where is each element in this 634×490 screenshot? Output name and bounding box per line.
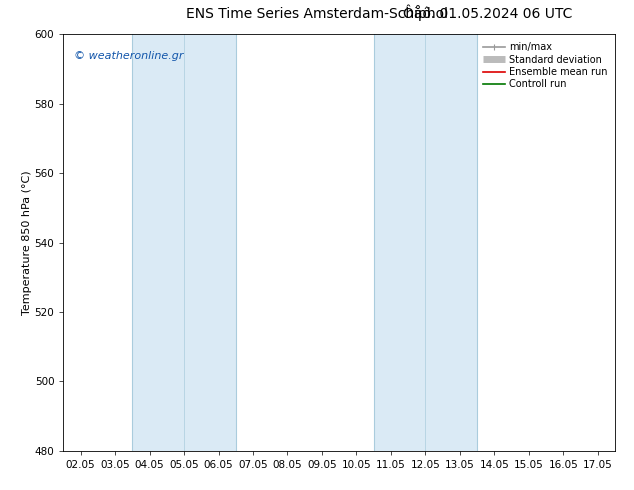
Text: Ôåô. 01.05.2024 06 UTC: Ôåô. 01.05.2024 06 UTC — [403, 7, 573, 22]
Text: ENS Time Series Amsterdam-Schiphol: ENS Time Series Amsterdam-Schiphol — [186, 7, 448, 22]
Bar — [373, 34, 477, 451]
Legend: min/max, Standard deviation, Ensemble mean run, Controll run: min/max, Standard deviation, Ensemble me… — [481, 39, 610, 92]
Bar — [133, 34, 236, 451]
Text: © weatheronline.gr: © weatheronline.gr — [74, 51, 184, 61]
Y-axis label: Temperature 850 hPa (°C): Temperature 850 hPa (°C) — [22, 170, 32, 315]
